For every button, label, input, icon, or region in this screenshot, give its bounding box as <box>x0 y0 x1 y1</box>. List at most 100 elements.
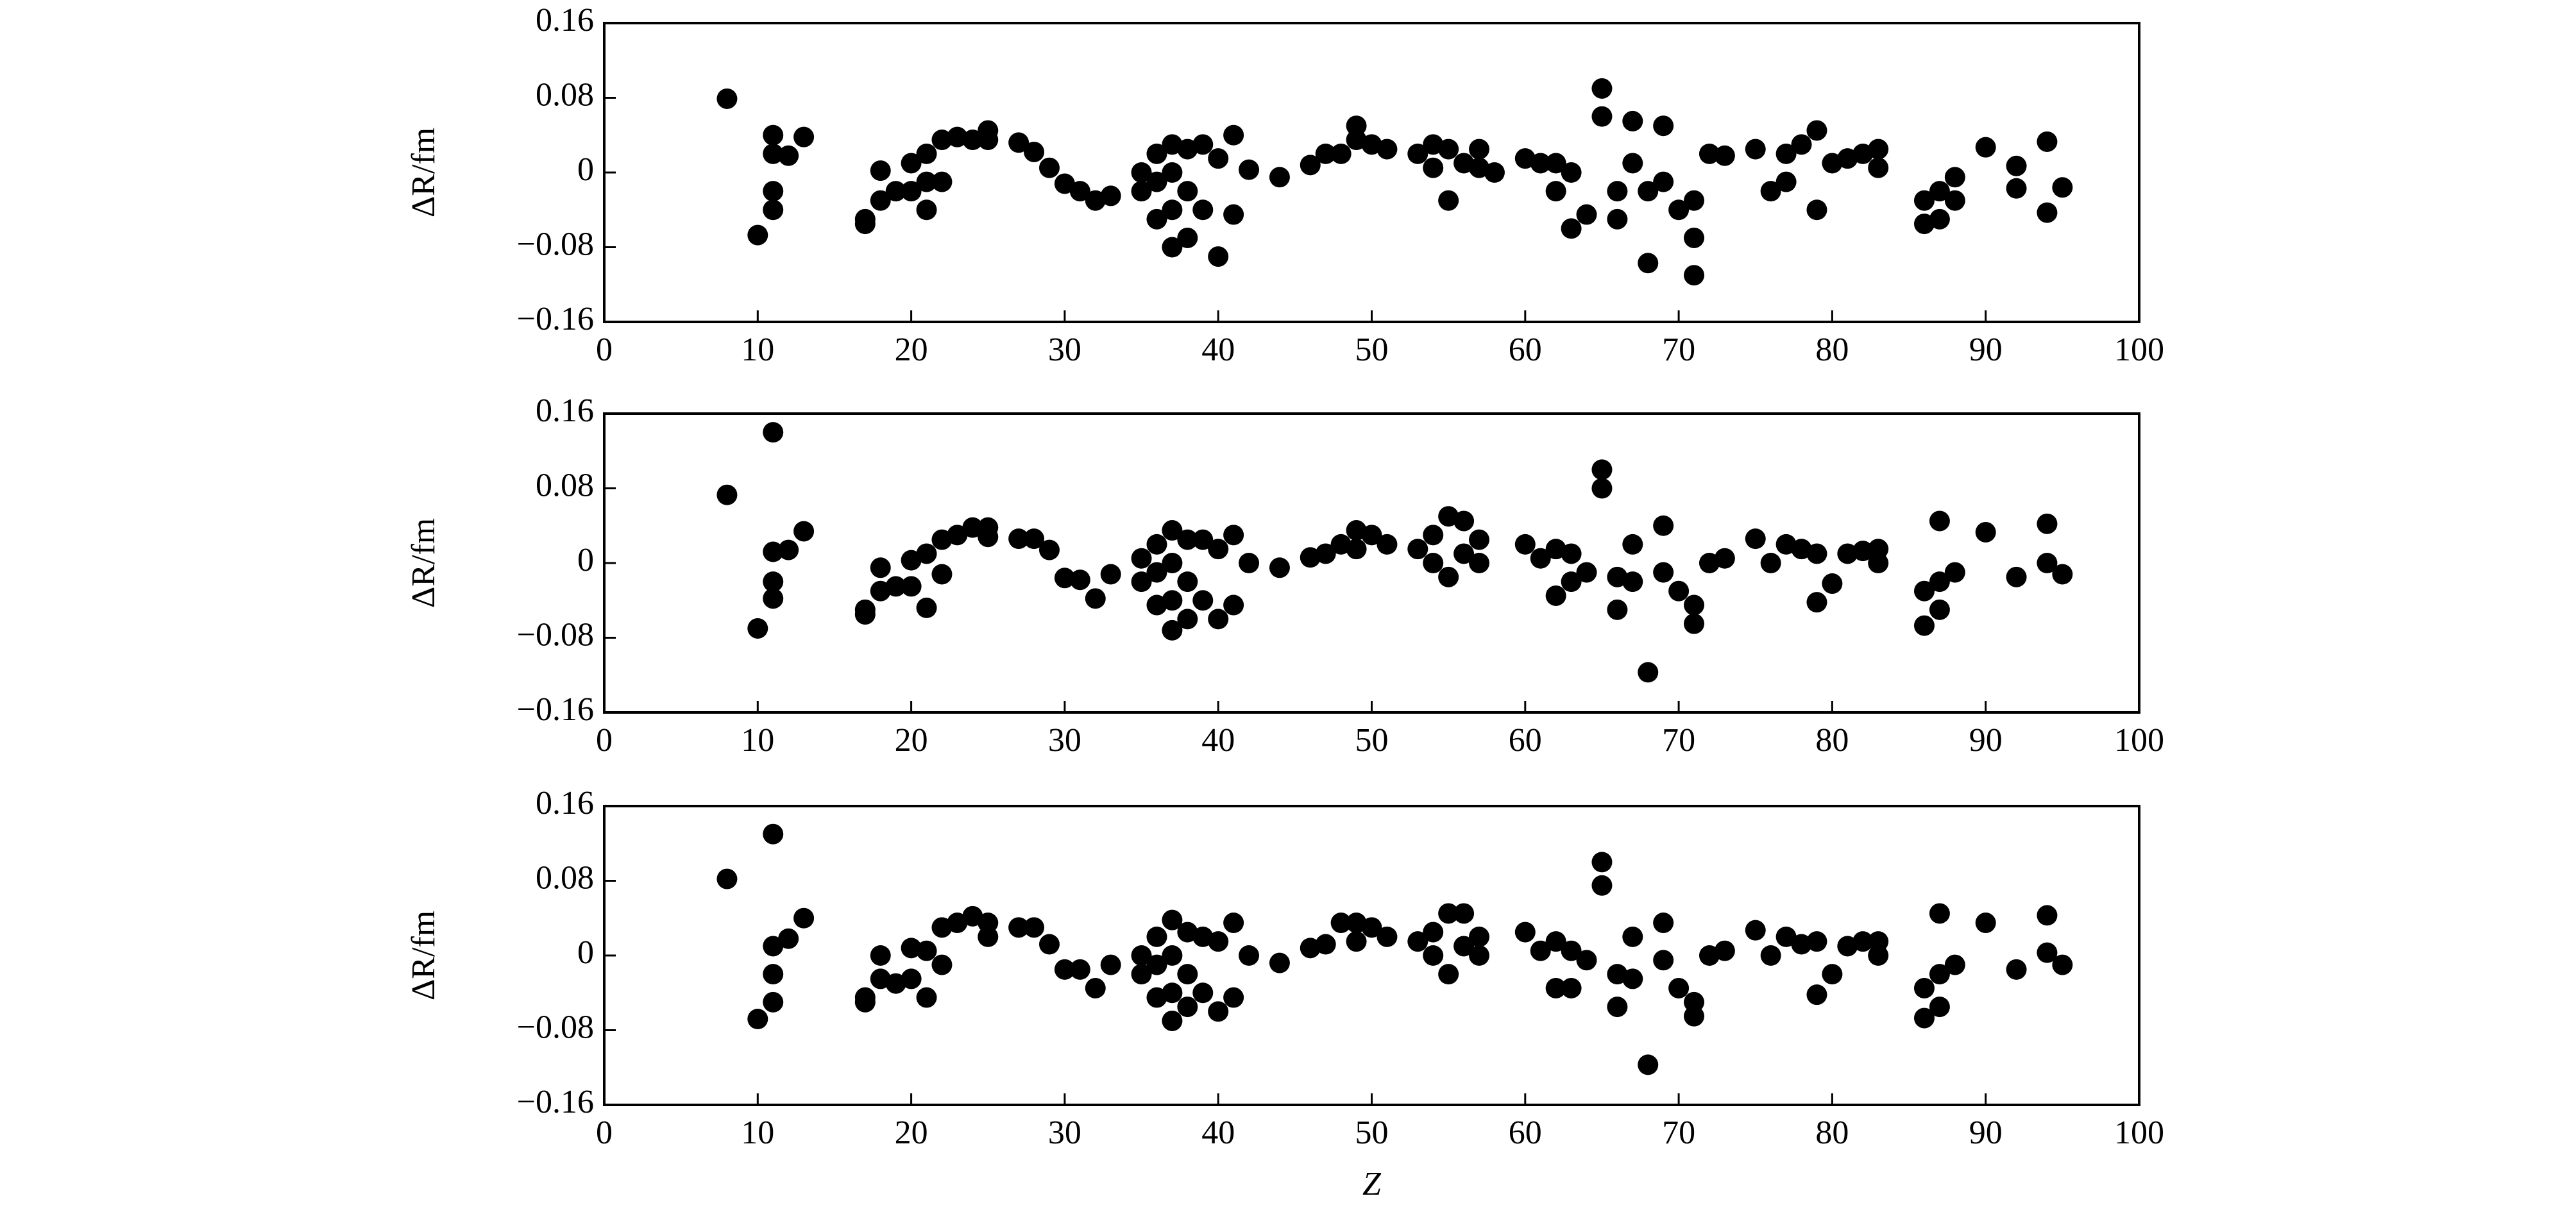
point <box>1146 534 1167 555</box>
point <box>1561 977 1582 998</box>
point <box>1024 528 1045 550</box>
point <box>2052 564 2073 585</box>
point <box>1453 903 1475 924</box>
x-axis-label: Z <box>1362 1166 1382 1202</box>
x-tick-label: 80 <box>1815 332 1849 368</box>
point <box>1607 997 1628 1018</box>
point <box>1330 913 1352 934</box>
point <box>1269 952 1290 973</box>
x-tick-label: 20 <box>895 722 928 759</box>
point <box>1008 132 1030 153</box>
y-tick-label: 0.08 <box>536 859 594 896</box>
point <box>1162 199 1183 221</box>
point <box>1146 562 1167 583</box>
point <box>1929 997 1950 1018</box>
point <box>1438 566 1459 587</box>
point <box>1944 954 1965 975</box>
point <box>1361 525 1382 546</box>
point <box>1208 148 1229 169</box>
y-tick-label: 0 <box>577 542 594 578</box>
point <box>1929 510 1950 532</box>
point <box>1223 525 1244 546</box>
point <box>1975 913 1996 934</box>
x-tick-label: 30 <box>1048 332 1081 368</box>
point <box>1561 218 1582 239</box>
point <box>716 88 738 109</box>
x-tick-label: 40 <box>1201 332 1235 368</box>
point <box>763 541 784 562</box>
point <box>1929 964 1950 985</box>
y-tick-label: 0 <box>577 934 594 971</box>
point <box>1131 548 1152 569</box>
point <box>1177 609 1198 630</box>
point <box>1929 599 1950 620</box>
point <box>1622 153 1643 174</box>
point <box>1760 181 1781 202</box>
point <box>1038 157 1060 178</box>
point <box>1638 1054 1659 1075</box>
point <box>1423 945 1444 966</box>
point <box>1806 984 1827 1006</box>
point <box>1607 208 1628 230</box>
point <box>1684 1006 1705 1027</box>
point <box>1668 580 1690 602</box>
point <box>763 964 784 985</box>
x-tick-label: 70 <box>1662 722 1695 759</box>
point <box>1192 982 1214 1004</box>
point <box>1638 662 1659 683</box>
point <box>1913 580 1935 602</box>
x-tick-label: 10 <box>741 1115 774 1151</box>
point <box>1822 964 1843 985</box>
point <box>1177 529 1198 550</box>
x-tick-label: 40 <box>1201 1115 1235 1151</box>
point <box>1852 541 1874 562</box>
point <box>1054 568 1075 589</box>
point <box>1653 515 1674 536</box>
point <box>901 550 922 571</box>
point <box>1453 936 1475 957</box>
point <box>1576 204 1597 225</box>
point <box>1269 167 1290 188</box>
point <box>763 181 784 202</box>
x-tick-label: 60 <box>1509 1115 1542 1151</box>
x-tick-label: 80 <box>1815 722 1849 759</box>
point <box>870 190 891 211</box>
point <box>1545 977 1566 998</box>
point <box>1069 181 1090 202</box>
y-tick-label: 0.16 <box>536 785 594 821</box>
point <box>947 525 968 546</box>
point <box>1591 852 1613 873</box>
y-axis-label: ΔR/fm <box>405 911 442 1000</box>
point <box>2037 553 2058 573</box>
point <box>763 588 784 609</box>
point <box>1684 613 1705 634</box>
point <box>1469 529 1490 550</box>
x-tick-label: 0 <box>596 1115 613 1151</box>
point <box>1208 609 1229 630</box>
point <box>1775 171 1797 192</box>
point <box>1008 917 1030 938</box>
point <box>1208 539 1229 560</box>
point <box>885 181 906 202</box>
point <box>1438 903 1459 924</box>
point <box>763 143 784 164</box>
point <box>1699 143 1720 164</box>
point <box>947 913 968 934</box>
point <box>962 905 983 927</box>
point <box>1192 199 1214 221</box>
point <box>1514 922 1536 943</box>
point <box>2052 954 2073 975</box>
point <box>2037 202 2058 223</box>
point <box>2037 131 2058 152</box>
point <box>1944 167 1965 188</box>
point <box>962 517 983 538</box>
x-tick-label: 10 <box>741 722 774 759</box>
x-tick-label: 10 <box>741 332 774 368</box>
point <box>1330 143 1352 164</box>
point <box>1775 926 1797 947</box>
point <box>1162 162 1183 183</box>
point <box>1146 208 1167 230</box>
point <box>1223 987 1244 1008</box>
x-tick-label: 30 <box>1048 1115 1081 1151</box>
